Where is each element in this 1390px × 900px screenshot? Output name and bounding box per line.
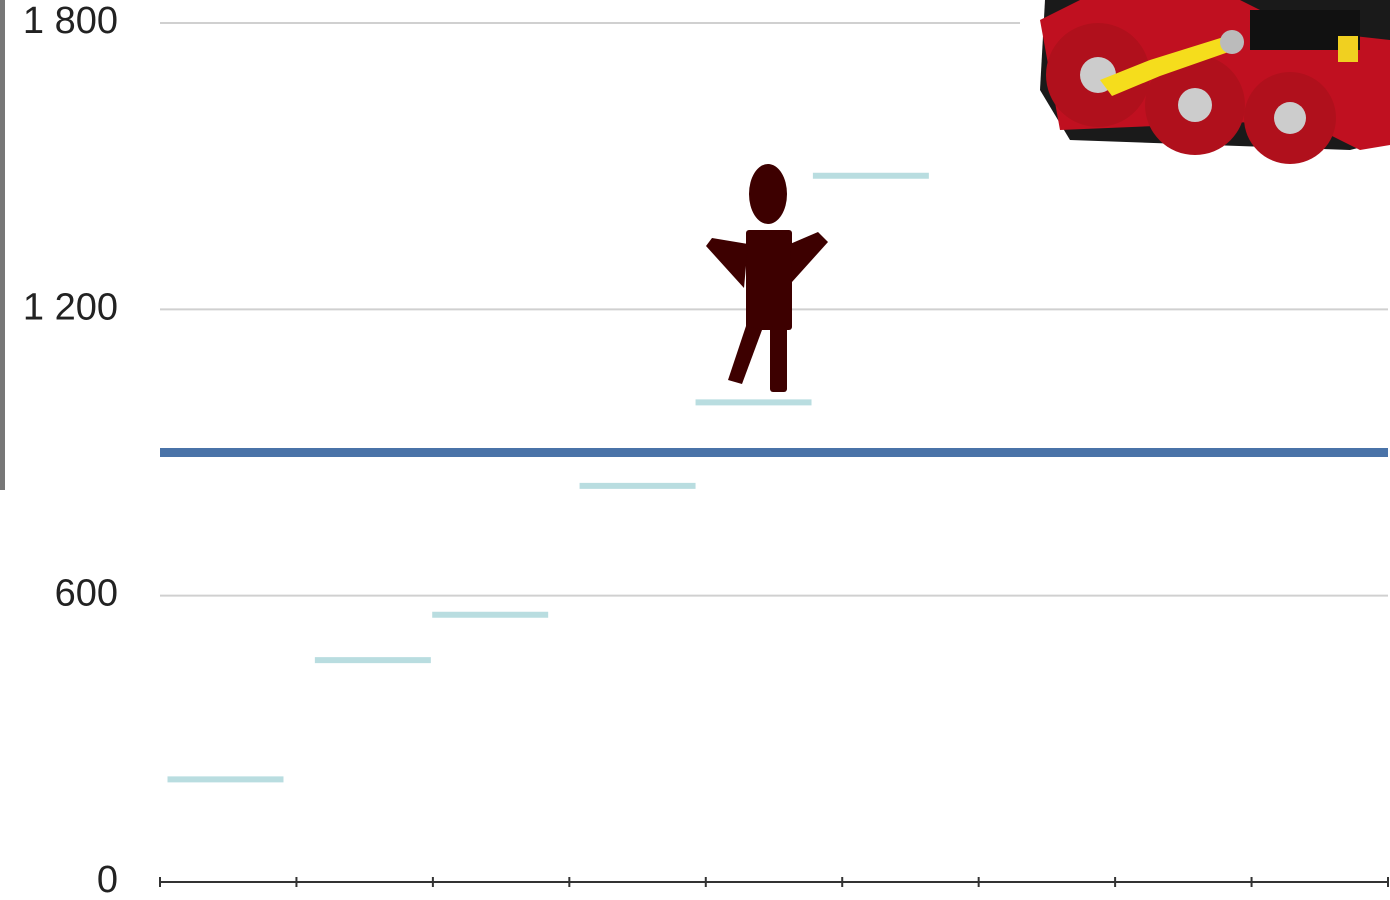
y-tick-label: 1 200 [23,286,118,328]
toy-train-image [1020,0,1390,170]
y-tick-label: 0 [97,859,118,900]
y-tick-label: 600 [55,573,118,615]
plot [160,172,1388,783]
left-edge-bar [0,0,5,490]
person-icon [706,164,828,392]
y-tick-label: 1 800 [23,0,118,42]
